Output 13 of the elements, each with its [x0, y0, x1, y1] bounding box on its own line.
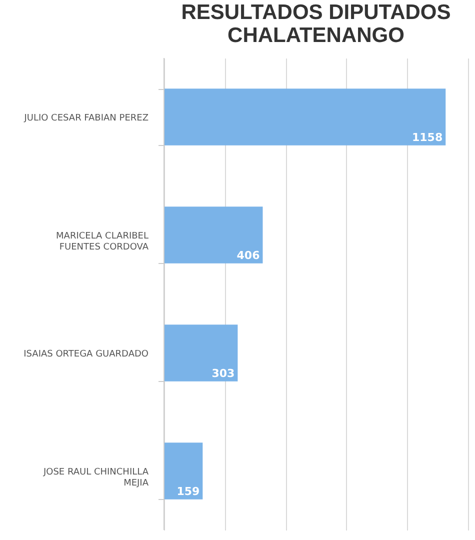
- bar: [164, 206, 263, 264]
- y-tick-label: ISAIAS ORTEGA GUARDADO: [24, 350, 148, 360]
- bar: [164, 324, 238, 382]
- data-label: 159: [176, 485, 200, 498]
- data-label: 1158: [412, 131, 443, 144]
- y-tick-label: JOSE RAUL CHINCHILLA MEJIA: [42, 468, 150, 488]
- y-tick-label: JULIO CESAR FABIAN PEREZ: [23, 114, 148, 124]
- y-tick-label: MARICELA CLARIBEL FUENTES CORDOVA: [56, 232, 150, 252]
- chart-title: RESULTADOS DIPUTADOS CHALATENANGO: [181, 1, 451, 47]
- data-label: 406: [236, 249, 260, 262]
- bar: [164, 88, 446, 146]
- bar: [164, 442, 203, 500]
- data-label: 303: [212, 367, 235, 380]
